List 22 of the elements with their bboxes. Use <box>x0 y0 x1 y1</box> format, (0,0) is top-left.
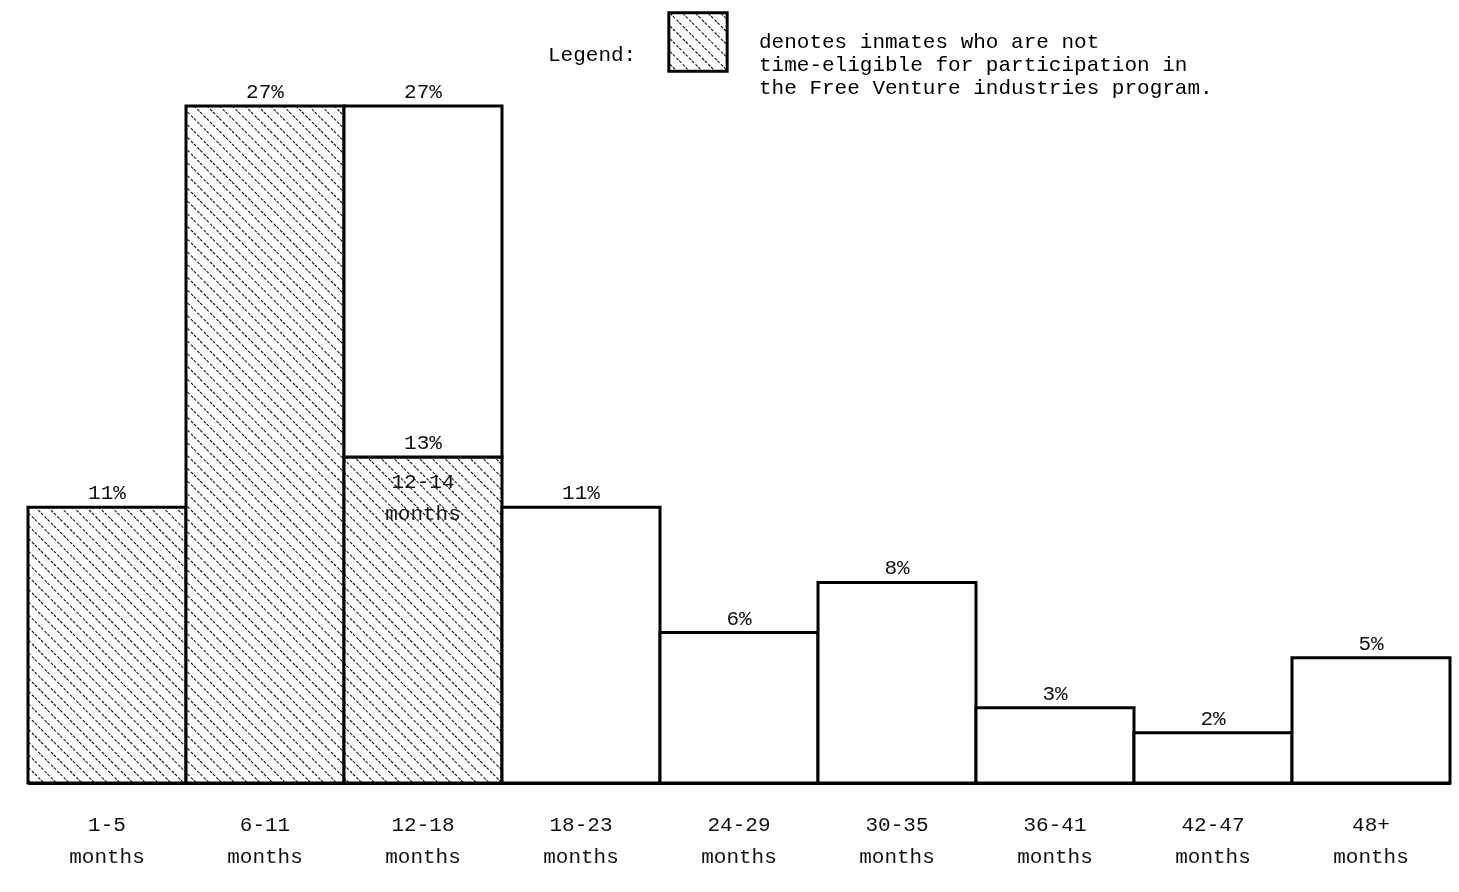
x-tick-label: 24-29 months <box>701 813 777 869</box>
x-tick-label: 36-41 months <box>1017 813 1093 869</box>
data-label: 13% <box>404 432 443 456</box>
data-label: 5% <box>1358 632 1384 656</box>
x-tick-label: 48+ months <box>1333 813 1409 869</box>
data-label: 11% <box>88 482 127 506</box>
data-label: 27% <box>246 81 285 104</box>
x-tick-label: 30-35 months <box>859 813 935 869</box>
data-label: 2% <box>1200 707 1226 731</box>
x-tick-label: 42-47 months <box>1175 813 1251 869</box>
total-label: 27% <box>404 81 443 104</box>
data-label: 8% <box>884 557 910 581</box>
legend-title: Legend: <box>548 44 637 67</box>
data-label: 3% <box>1042 682 1068 706</box>
x-tick-label: 18-23 months <box>543 813 619 869</box>
annotation: 12-14 months <box>385 471 461 527</box>
text: denotes inmates who are not time-eligible for participation in the Free Venture industries program. <box>759 31 1213 100</box>
x-tick-label: 12-18 months <box>385 813 461 869</box>
x-tick-label: 6-11 months <box>227 813 303 869</box>
x-tick-label: 1-5 months <box>69 813 145 869</box>
data-label: 6% <box>726 607 752 631</box>
data-label: 11% <box>562 482 601 506</box>
